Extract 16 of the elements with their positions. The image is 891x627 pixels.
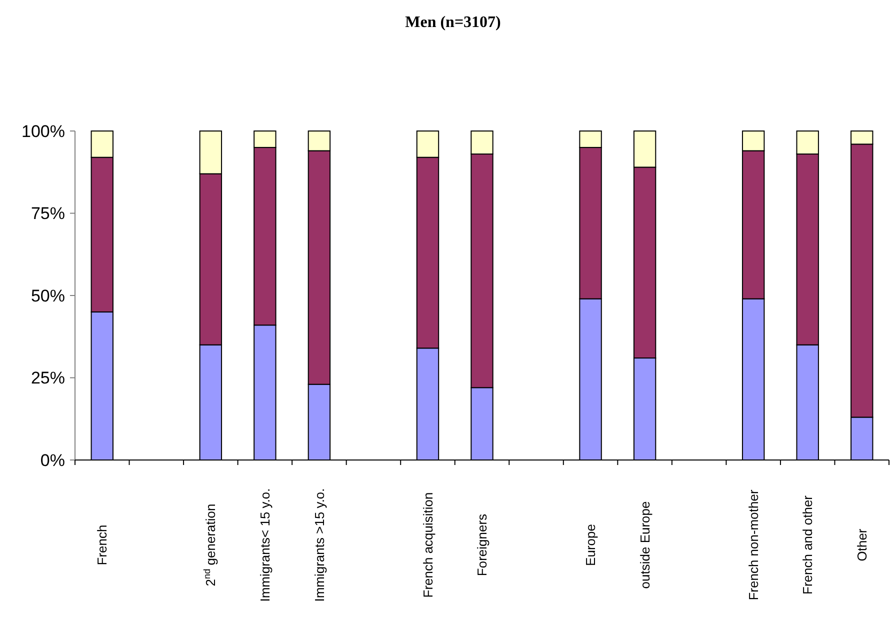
x-tick-label: French acquisition bbox=[420, 492, 436, 598]
x-tick-label: French and other bbox=[800, 494, 816, 595]
x-tick-label: Other bbox=[854, 528, 870, 562]
x-tick-label: Europe bbox=[583, 524, 598, 566]
x-tick-label: Foreigners bbox=[474, 513, 490, 576]
x-tick-label: French bbox=[94, 524, 110, 566]
y-tick-label: 0% bbox=[40, 450, 65, 470]
y-tick-label: 25% bbox=[30, 368, 65, 388]
x-tick-label: Immigrants >15 y.o. bbox=[312, 488, 327, 602]
x-tick-label: French non-mother bbox=[746, 489, 761, 600]
x-tick-label: outside Europe bbox=[637, 501, 652, 589]
chart-title: Men (n=3107) bbox=[405, 14, 501, 31]
y-tick-label: 50% bbox=[30, 286, 65, 306]
x-tick-label: Immigrants< 15 y.o. bbox=[257, 488, 272, 602]
y-tick-label: 100% bbox=[22, 122, 65, 141]
y-tick-label: 75% bbox=[30, 204, 65, 224]
